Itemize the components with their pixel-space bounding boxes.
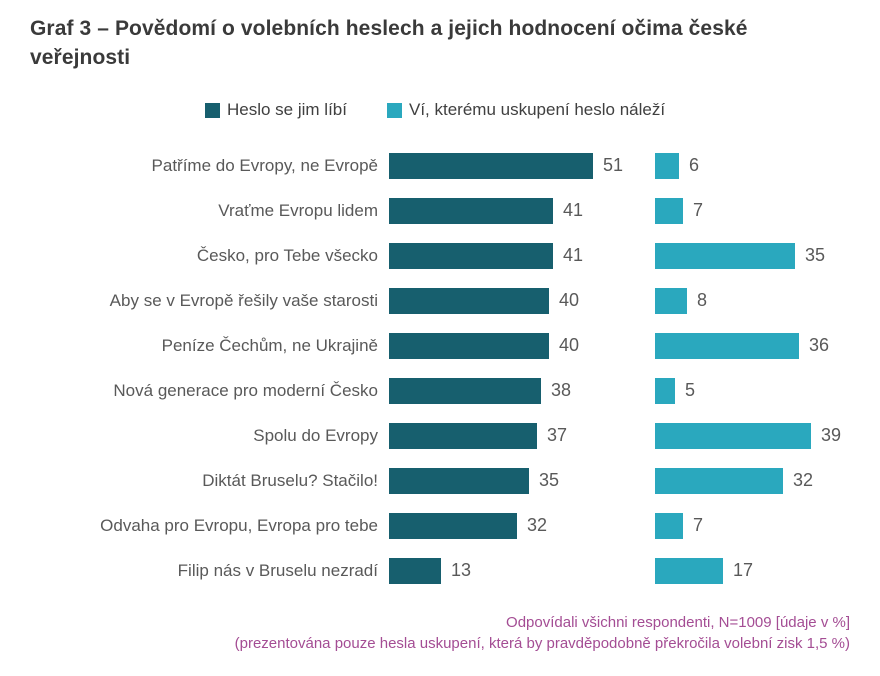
category-label: Odvaha pro Evropu, Evropa pro tebe [100,515,378,535]
value-label: 51 [603,155,624,175]
bar-knows [655,197,683,224]
chart-row: Spolu do Evropy 37 39 [0,413,880,458]
bar-cell-knows: 6 [646,143,871,188]
bar-cell-knows: 35 [646,233,871,278]
bar-cell-knows: 7 [646,503,871,548]
bar-knows [655,287,687,314]
legend-item-knows: Ví, kterému uskupení heslo náleží [386,100,666,120]
chart-row: Česko, pro Tebe všecko 41 35 [0,233,880,278]
bar-liked [389,152,593,179]
value-label: 35 [539,470,560,490]
bar-knows [655,377,675,404]
legend-swatch-light-icon [386,102,402,118]
bar-cell-knows: 17 [646,548,871,593]
bar-cell-liked: 41 [380,188,646,233]
legend: Heslo se jim líbí Ví, kterému uskupení h… [205,100,665,120]
bar-cell-liked: 38 [380,368,646,413]
value-label: 17 [733,560,754,580]
value-label: 7 [693,515,704,535]
value-label: 32 [793,470,814,490]
category-label: Filip nás v Bruselu nezradí [177,560,378,580]
category-label: Česko, pro Tebe všecko [196,245,378,265]
category-label: Nová generace pro moderní Česko [113,380,378,400]
category-label: Vraťme Evropu lidem [218,200,378,220]
bar-liked [389,467,529,494]
value-label: 5 [685,380,696,400]
bar-knows [655,422,811,449]
category-label: Diktát Bruselu? Stačilo! [202,470,378,490]
category-label: Peníze Čechům, ne Ukrajině [161,335,378,355]
legend-swatch-dark-icon [205,102,220,118]
category-label: Aby se v Evropě řešily vaše starosti [109,290,378,310]
bar-cell-liked: 40 [380,323,646,368]
bar-liked [389,287,549,314]
chart-row: Vraťme Evropu lidem 41 7 [0,188,880,233]
bar-liked [389,377,541,404]
value-label: 41 [563,200,584,220]
chart-title: Graf 3 – Povědomí o volebních heslech a … [30,17,748,69]
chart-row: Peníze Čechům, ne Ukrajině 40 36 [0,323,880,368]
chart-row: Odvaha pro Evropu, Evropa pro tebe 32 7 [0,503,880,548]
value-label: 40 [559,290,580,310]
bar-knows [655,332,799,359]
value-label: 41 [563,245,584,265]
legend-item-liked: Heslo se jim líbí [205,100,347,120]
bar-cell-knows: 7 [646,188,871,233]
bar-liked [389,557,441,584]
value-label: 37 [547,425,568,445]
category-label: Patříme do Evropy, ne Evropě [151,155,378,175]
bar-chart: Patříme do Evropy, ne Evropě 51 6 Vraťme Ev… [0,143,880,593]
legend-label-knows: Ví, kterému uskupení heslo náleží [408,100,666,119]
bar-cell-knows: 32 [646,458,871,503]
footer-note: Odpovídali všichni respondenti, N=1009 [… [10,612,850,654]
bar-liked [389,512,517,539]
bar-cell-liked: 41 [380,233,646,278]
bar-cell-liked: 35 [380,458,646,503]
bar-liked [389,422,537,449]
bar-knows [655,557,723,584]
chart-row: Aby se v Evropě řešily vaše starosti 40 8 [0,278,880,323]
chart-row: Diktát Bruselu? Stačilo! 35 32 [0,458,880,503]
bar-knows [655,152,679,179]
chart-row: Filip nás v Bruselu nezradí 13 17 [0,548,880,593]
bar-liked [389,332,549,359]
value-label: 36 [809,335,830,355]
footer-line1: Odpovídali všichni respondenti, N=1009 [… [506,614,850,631]
bar-cell-knows: 36 [646,323,871,368]
chart-row: Patříme do Evropy, ne Evropě 51 6 [0,143,880,188]
bar-liked [389,242,553,269]
value-label: 8 [697,290,708,310]
bar-cell-knows: 39 [646,413,871,458]
bar-cell-liked: 51 [380,143,646,188]
footer-line2: (prezentována pouze hesla uskupení, kter… [234,635,850,652]
bar-liked [389,197,553,224]
bar-cell-liked: 37 [380,413,646,458]
bar-knows [655,512,683,539]
chart-row: Nová generace pro moderní Česko 38 5 [0,368,880,413]
value-label: 13 [451,560,472,580]
value-label: 32 [527,515,548,535]
value-label: 38 [551,380,572,400]
bar-knows [655,467,783,494]
bar-knows [655,242,795,269]
bar-cell-liked: 40 [380,278,646,323]
value-label: 6 [689,155,700,175]
value-label: 39 [821,425,842,445]
value-label: 35 [805,245,826,265]
bar-cell-knows: 5 [646,368,871,413]
value-label: 40 [559,335,580,355]
category-label: Spolu do Evropy [253,425,378,445]
value-label: 7 [693,200,704,220]
bar-cell-liked: 13 [380,548,646,593]
legend-label-liked: Heslo se jim líbí [227,100,347,119]
bar-cell-liked: 32 [380,503,646,548]
bar-cell-knows: 8 [646,278,871,323]
